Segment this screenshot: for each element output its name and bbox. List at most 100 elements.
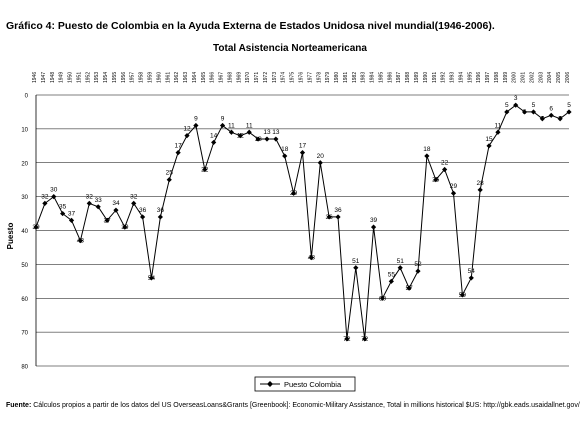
data-point (335, 214, 341, 220)
x-tick-label: 1981 (343, 72, 349, 83)
x-tick-label: 1976 (299, 72, 305, 83)
x-tick-label: 1956 (121, 72, 127, 83)
x-tick-label: 1987 (396, 72, 402, 83)
data-label: 28 (477, 180, 485, 187)
data-label: 36 (139, 207, 147, 214)
data-point (51, 194, 57, 200)
x-tick-label: 1957 (130, 72, 136, 83)
data-label: 39 (121, 224, 129, 231)
x-tick-label: 1965 (201, 72, 207, 83)
data-point (219, 122, 226, 129)
data-point (379, 295, 386, 301)
y-tick-label: 30 (21, 195, 28, 201)
data-point (140, 214, 146, 220)
x-tick-label: 1994 (458, 72, 464, 83)
x-tick-label: 1969 (236, 72, 242, 83)
data-label: 5 (532, 102, 536, 109)
data-label: 52 (414, 261, 422, 268)
data-point (424, 153, 430, 159)
data-point (42, 200, 48, 206)
line-chart: Total Asistencia Norteamericana 0 10 20 30 4… (6, 43, 572, 392)
x-tick-label: 1977 (307, 72, 313, 83)
data-point (468, 275, 474, 281)
x-tick-label: 1948 (50, 72, 56, 83)
data-label: 22 (201, 167, 209, 174)
data-point (388, 278, 394, 284)
data-label: 72 (361, 336, 369, 343)
data-point (211, 139, 217, 146)
data-point (299, 149, 306, 156)
data-point (291, 190, 297, 196)
data-label: 37 (103, 217, 111, 224)
data-point (557, 116, 563, 122)
data-label: 57 (405, 285, 413, 292)
data-point (113, 207, 119, 213)
data-label: 5 (505, 102, 509, 109)
x-tick-label: 1980 (334, 72, 340, 83)
data-label: 30 (50, 187, 58, 194)
data-label: 36 (334, 207, 342, 214)
y-tick-label: 40 (21, 229, 28, 235)
data-point (406, 285, 412, 291)
source-label: Fuente: (6, 402, 32, 409)
data-point (60, 210, 66, 217)
data-label: 5 (523, 109, 527, 116)
data-label: 7 (558, 116, 562, 123)
data-label: 6 (549, 105, 553, 112)
x-tick-label: 1982 (352, 72, 358, 83)
data-label: 51 (397, 258, 405, 265)
data-point (539, 116, 545, 122)
y-axis-label: Puesto (6, 223, 15, 250)
x-tick-label: 1983 (361, 72, 367, 83)
x-tick-label: 1972 (263, 72, 269, 83)
x-tick-label: 1954 (103, 72, 109, 83)
data-label: 22 (441, 160, 449, 167)
y-tick-label: 10 (21, 127, 28, 133)
legend-label: Puesto Colombia (284, 380, 342, 389)
y-axis-ticks: 0 10 20 30 40 50 60 70 80 (21, 94, 28, 371)
data-point (353, 265, 359, 271)
x-tick-label: 1988 (405, 72, 411, 83)
data-label: 12 (237, 133, 245, 140)
data-point (566, 109, 572, 115)
x-tick-label: 1996 (476, 72, 482, 83)
x-tick-label: 1970 (245, 72, 251, 83)
data-point (175, 149, 181, 156)
x-tick-label: 1998 (494, 72, 500, 83)
data-point (166, 177, 172, 183)
data-label: 60 (379, 295, 387, 302)
data-point (433, 177, 439, 183)
data-label: 15 (485, 136, 493, 143)
data-point (264, 136, 270, 142)
x-tick-label: 1961 (165, 72, 171, 83)
data-point (513, 102, 519, 108)
data-point (486, 143, 492, 149)
data-point (397, 265, 403, 271)
data-label: 36 (157, 207, 165, 214)
x-tick-label: 1950 (68, 72, 74, 83)
x-tick-label: 1989 (414, 72, 420, 83)
data-label: 37 (68, 210, 76, 217)
data-label: 14 (210, 132, 218, 139)
data-label: 3 (514, 95, 518, 102)
x-tick-label: 2000 (512, 72, 518, 83)
x-tick-label: 1958 (139, 72, 145, 83)
gridlines (35, 94, 569, 367)
data-point (255, 136, 261, 142)
source-note: Fuente: Cálculos propios a partir de los… (6, 402, 580, 409)
figure-caption: Gráfico 4: Puesto de Colombia en la Ayud… (6, 20, 495, 32)
x-tick-label: 1968 (227, 72, 233, 83)
x-tick-label: 1979 (325, 72, 331, 83)
data-label: 34 (112, 200, 120, 207)
y-tick-label: 0 (25, 94, 29, 100)
data-label: 29 (290, 190, 298, 197)
data-point (77, 238, 84, 244)
data-point (157, 214, 163, 220)
data-point (193, 122, 199, 129)
data-label: 32 (86, 193, 94, 200)
x-tick-label: 1962 (174, 72, 180, 83)
data-point (33, 224, 39, 230)
data-label: 18 (423, 146, 431, 153)
data-label: 39 (370, 217, 378, 224)
